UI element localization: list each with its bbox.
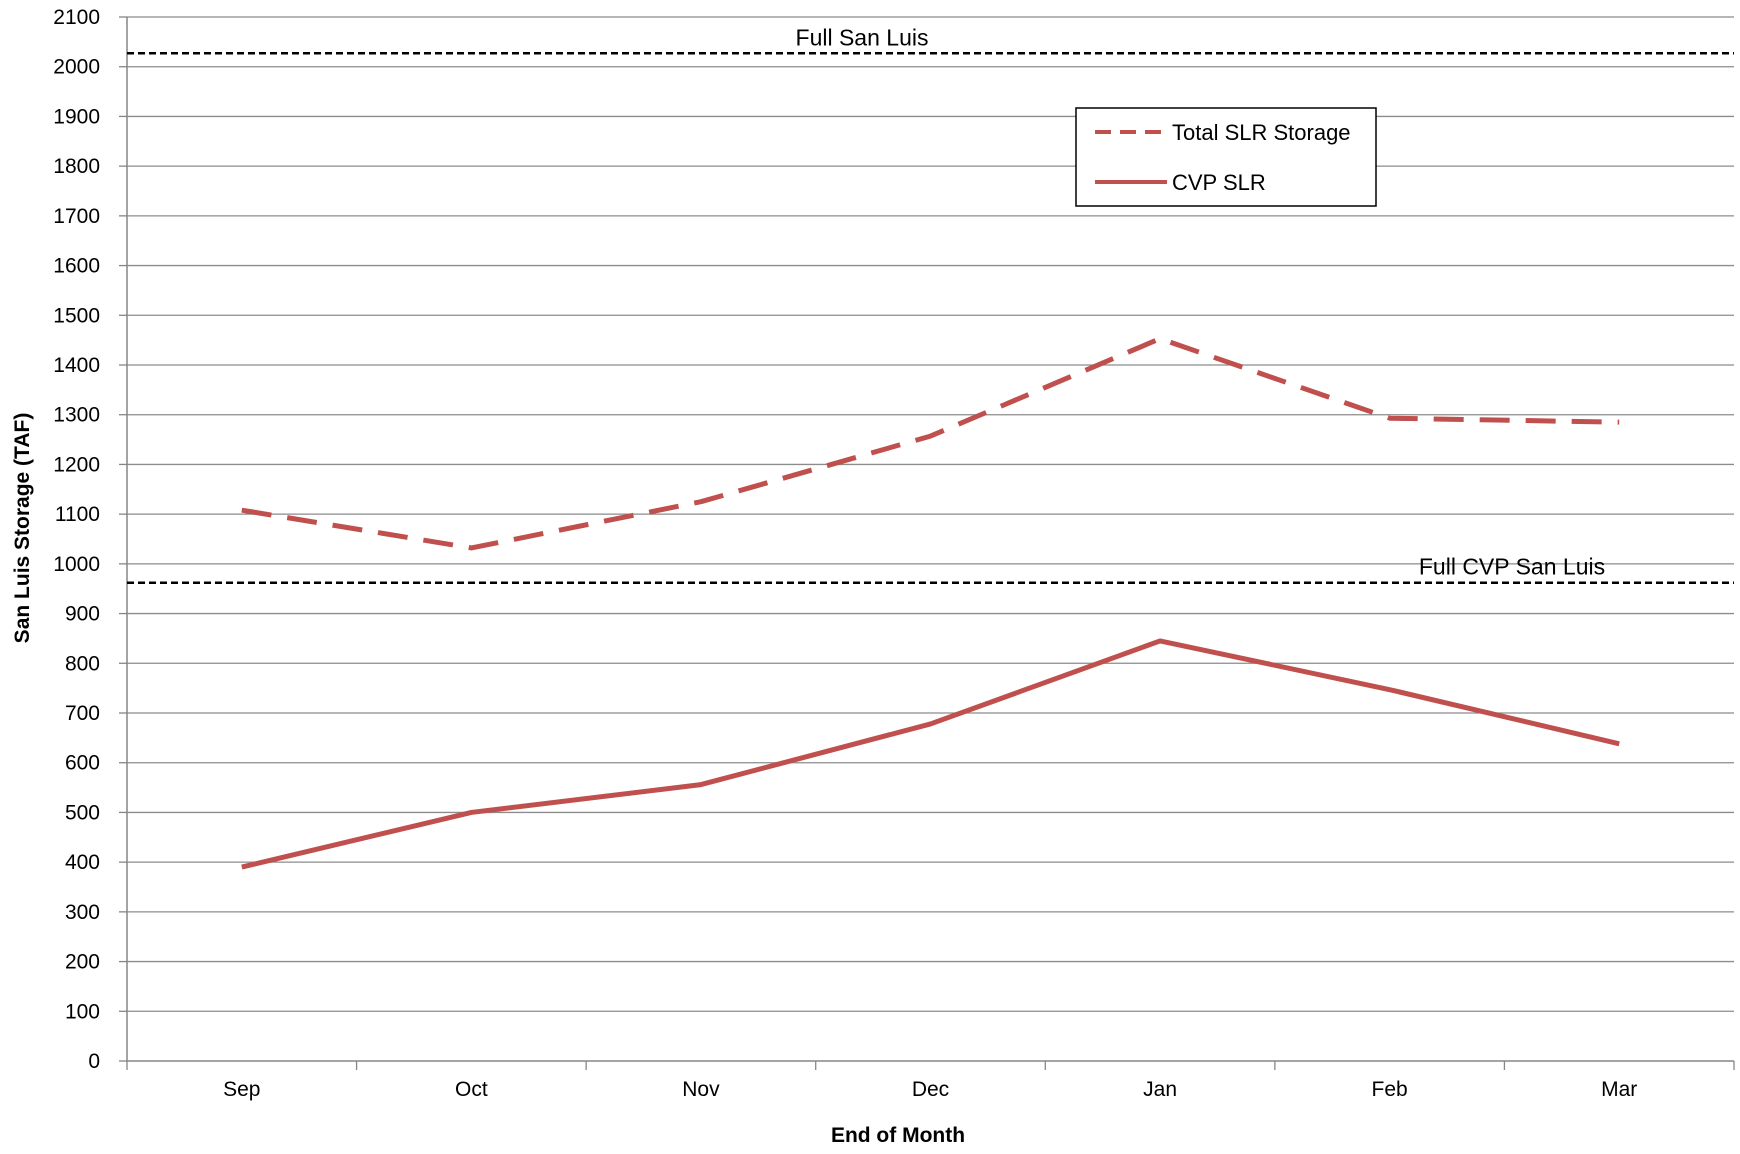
y-tick-label-900: 900 (65, 603, 100, 626)
y-tick-label-800: 800 (65, 652, 100, 675)
gridlines (127, 17, 1734, 1011)
y-tick-label-1700: 1700 (53, 205, 100, 228)
reference-lines: Full San Luis Full CVP San Luis (127, 24, 1734, 582)
y-tick-label-700: 700 (65, 702, 100, 725)
x-tick-label-oct: Oct (455, 1078, 488, 1101)
legend: Total SLR Storage CVP SLR (1076, 108, 1376, 206)
reference-label-0: Full San Luis (796, 24, 929, 50)
x-axis-title: End of Month (831, 1124, 965, 1147)
x-tick-label-feb: Feb (1372, 1078, 1408, 1101)
x-tick-label-mar: Mar (1601, 1078, 1637, 1101)
y-tick-label-100: 100 (65, 1000, 100, 1023)
series-lines (242, 339, 1620, 868)
y-tick-label-0: 0 (88, 1050, 100, 1073)
series-line-cvp-slr (242, 641, 1619, 867)
x-tick-label-nov: Nov (682, 1078, 720, 1101)
y-tick-label-600: 600 (65, 752, 100, 775)
series-line-total-slr-storage (242, 339, 1619, 548)
y-tick-label-1500: 1500 (53, 304, 100, 327)
y-tick-label-1200: 1200 (53, 453, 100, 476)
y-tick-label-1100: 1100 (55, 503, 100, 526)
y-tick-label-500: 500 (65, 801, 100, 824)
x-tick-label-jan: Jan (1143, 1078, 1177, 1101)
y-tick-label-2100: 2100 (53, 6, 100, 29)
reference-label-1: Full CVP San Luis (1419, 554, 1605, 580)
legend-label-cvp-slr: CVP SLR (1172, 170, 1266, 195)
y-tick-label-300: 300 (65, 901, 100, 924)
y-tick-label-2000: 2000 (53, 56, 100, 79)
x-tick-label-sep: Sep (223, 1078, 260, 1101)
y-axis-title: San Luis Storage (TAF) (11, 413, 34, 644)
y-tick-label-200: 200 (65, 951, 100, 974)
y-tick-label-1900: 1900 (53, 105, 100, 128)
tick-labels: 0 100 200 300 400 500 600 700 800 900 1000 1100 1200… (53, 6, 1637, 1101)
legend-label-total-slr-storage: Total SLR Storage (1172, 120, 1351, 145)
y-tick-label-1800: 1800 (53, 155, 100, 178)
y-tick-label-400: 400 (65, 851, 100, 874)
y-tick-label-1600: 1600 (53, 255, 100, 278)
y-tick-label-1400: 1400 (53, 354, 100, 377)
y-tick-label-1300: 1300 (53, 404, 100, 427)
x-tick-label-dec: Dec (912, 1078, 949, 1101)
y-tick-label-1000: 1000 (53, 553, 100, 576)
